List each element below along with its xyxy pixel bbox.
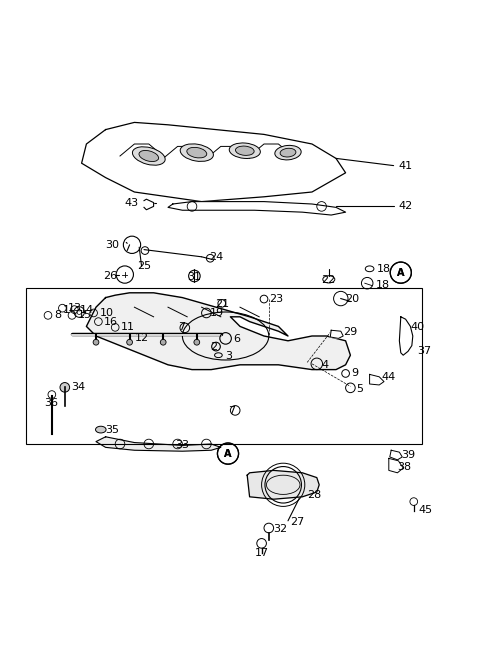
Text: A: A: [224, 449, 232, 458]
Text: 15: 15: [78, 310, 92, 321]
Text: 23: 23: [269, 294, 283, 304]
Text: 33: 33: [175, 440, 189, 450]
Polygon shape: [389, 458, 403, 473]
Text: 25: 25: [137, 261, 151, 271]
Circle shape: [160, 339, 166, 345]
Ellipse shape: [275, 145, 301, 160]
Text: 43: 43: [125, 198, 139, 208]
Ellipse shape: [96, 426, 106, 433]
Text: 37: 37: [418, 346, 432, 356]
Text: 8: 8: [54, 310, 61, 321]
Text: 35: 35: [106, 425, 120, 435]
Text: 24: 24: [209, 252, 223, 262]
Text: 19: 19: [210, 308, 224, 319]
Text: A: A: [397, 267, 405, 278]
Text: 21: 21: [215, 299, 229, 309]
Text: 7: 7: [179, 323, 186, 333]
Text: 38: 38: [397, 462, 411, 472]
Bar: [26, 288, 422, 444]
Text: 44: 44: [382, 372, 396, 382]
Polygon shape: [370, 374, 384, 385]
Text: 30: 30: [106, 240, 120, 250]
Text: 1: 1: [62, 304, 70, 314]
Polygon shape: [86, 293, 350, 370]
Text: 40: 40: [410, 323, 424, 333]
Text: 7: 7: [228, 406, 235, 416]
Text: 45: 45: [419, 505, 432, 515]
Text: 32: 32: [274, 524, 288, 534]
Text: 6: 6: [233, 335, 240, 344]
Text: 29: 29: [343, 327, 358, 337]
Text: 16: 16: [104, 317, 118, 327]
Circle shape: [194, 339, 200, 345]
Polygon shape: [390, 450, 402, 460]
Ellipse shape: [132, 146, 165, 165]
Text: 4: 4: [322, 360, 329, 370]
Text: 31: 31: [187, 272, 201, 282]
Polygon shape: [168, 202, 346, 215]
Text: 34: 34: [71, 382, 85, 392]
Text: 28: 28: [307, 491, 322, 501]
Ellipse shape: [280, 149, 296, 157]
Text: 20: 20: [345, 294, 359, 304]
Ellipse shape: [180, 144, 214, 161]
Text: 14: 14: [80, 304, 94, 314]
Polygon shape: [247, 470, 319, 499]
Polygon shape: [82, 122, 346, 202]
Text: 18: 18: [377, 264, 391, 274]
Text: 18: 18: [375, 280, 389, 290]
Ellipse shape: [139, 151, 158, 161]
Ellipse shape: [187, 147, 207, 158]
Circle shape: [93, 339, 99, 345]
Polygon shape: [144, 199, 154, 210]
Text: 3: 3: [226, 351, 233, 361]
Text: 11: 11: [121, 323, 135, 333]
Ellipse shape: [236, 146, 254, 155]
Text: 39: 39: [401, 450, 415, 460]
Text: 12: 12: [134, 333, 148, 343]
Text: 5: 5: [356, 384, 363, 394]
Text: 2: 2: [210, 341, 217, 351]
Text: 27: 27: [290, 517, 305, 527]
Text: 41: 41: [398, 161, 412, 171]
Text: 9: 9: [351, 368, 359, 378]
Circle shape: [127, 339, 132, 345]
Text: A: A: [397, 267, 405, 278]
Text: 26: 26: [103, 271, 117, 281]
Text: A: A: [224, 449, 232, 458]
Text: 36: 36: [44, 398, 58, 408]
Text: 22: 22: [322, 275, 336, 285]
Circle shape: [60, 382, 70, 392]
Polygon shape: [399, 317, 413, 355]
Text: 42: 42: [398, 202, 413, 212]
Ellipse shape: [229, 143, 260, 159]
Polygon shape: [96, 437, 221, 451]
Text: 10: 10: [99, 308, 113, 318]
Polygon shape: [330, 330, 343, 339]
Text: 13: 13: [68, 303, 82, 313]
Text: 17: 17: [254, 548, 268, 558]
